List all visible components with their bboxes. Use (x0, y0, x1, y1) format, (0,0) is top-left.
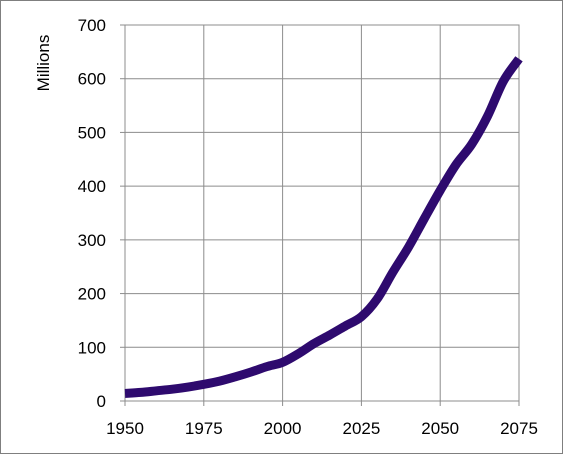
series-group (125, 59, 519, 394)
y-tick-label-100: 100 (78, 338, 106, 357)
plot-area (125, 25, 519, 401)
x-tick-label-2025: 2025 (342, 419, 380, 438)
x-tick-label-2000: 2000 (264, 419, 302, 438)
plot-area-border (125, 25, 519, 401)
x-axis-tick-labels: 1950 1975 2000 2025 2050 2075 (106, 401, 538, 438)
series-0-line (125, 59, 519, 394)
x-tick-label-2075: 2075 (500, 419, 538, 438)
x-tick-label-1950: 1950 (106, 419, 144, 438)
y-tick-label-300: 300 (78, 231, 106, 250)
y-tick-label-200: 200 (78, 285, 106, 304)
y-axis-tick-labels: 0 100 200 300 400 500 600 700 (78, 16, 125, 411)
y-tick-label-400: 400 (78, 177, 106, 196)
grid-lines (125, 25, 519, 401)
y-tick-label-600: 600 (78, 70, 106, 89)
x-tick-label-2050: 2050 (421, 419, 459, 438)
y-tick-label-700: 700 (78, 16, 106, 35)
y-tick-label-0: 0 (97, 392, 106, 411)
x-tick-label-1975: 1975 (185, 419, 223, 438)
y-axis-title: Millions (34, 35, 53, 92)
y-tick-label-500: 500 (78, 123, 106, 142)
